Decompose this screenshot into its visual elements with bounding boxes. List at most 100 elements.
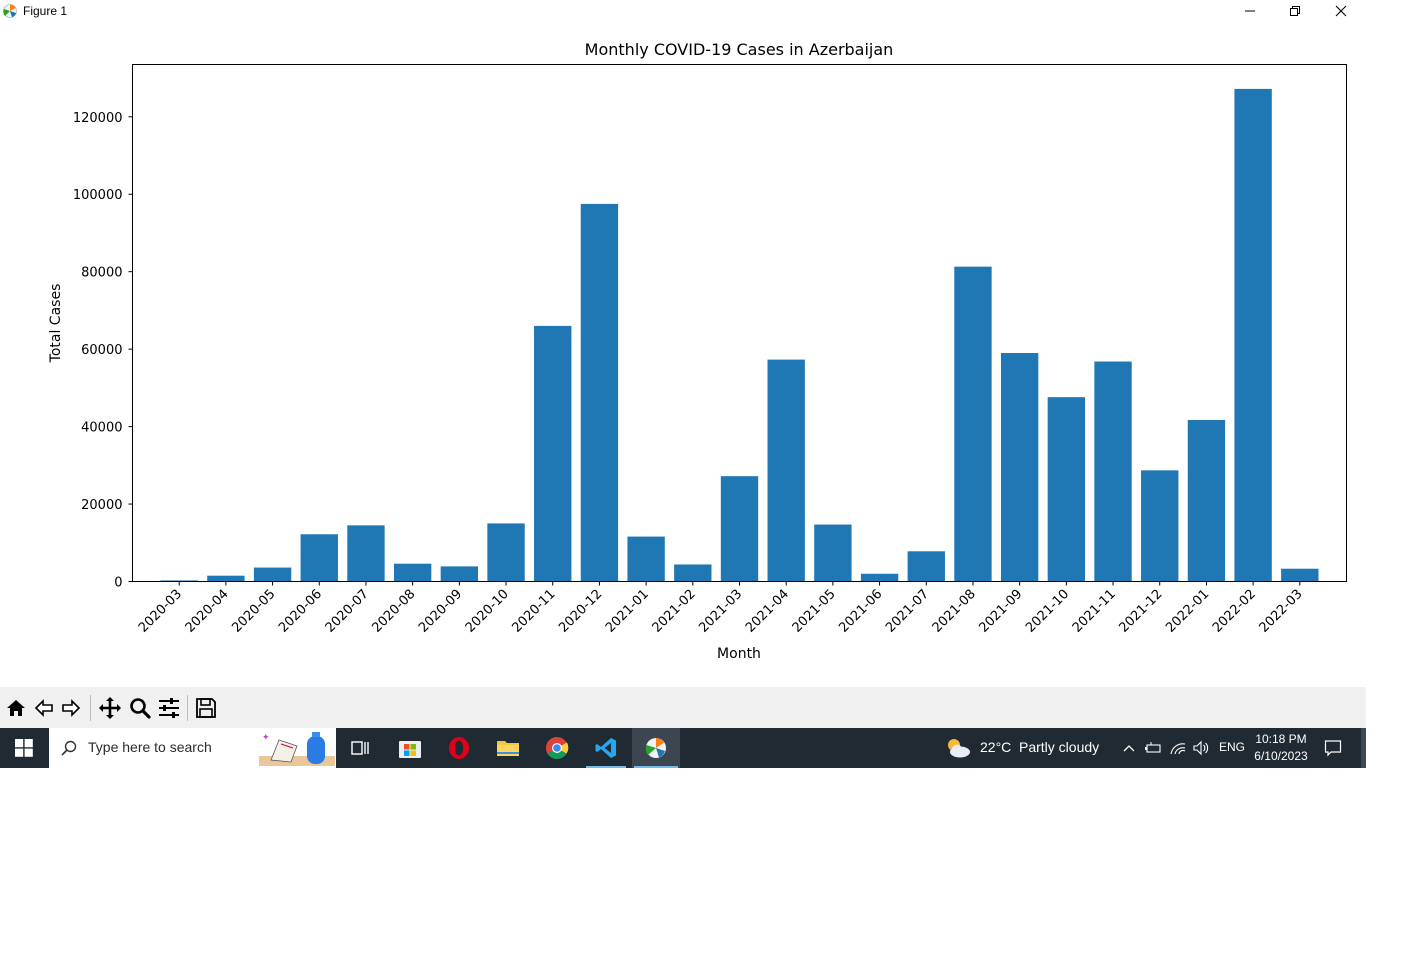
taskbar-microsoft-store[interactable] [388,728,432,768]
start-button[interactable] [0,728,48,768]
bar-2021-07 [907,551,945,582]
matplotlib-icon [645,738,666,758]
x-tick-label: 2022-02 [1210,587,1259,636]
taskbar-file-explorer[interactable] [486,728,530,768]
y-tick-label: 60000 [81,343,122,358]
axes-frame [132,64,1347,582]
zoom-icon [130,698,151,719]
partly-cloudy-icon [948,739,970,758]
show-desktop-button[interactable] [1361,728,1366,768]
pan-icon [99,697,121,719]
task-view-button[interactable] [339,728,381,768]
navigation-toolbar [0,687,1366,728]
bar-2021-02 [674,564,712,582]
y-tick-label: 20000 [81,498,122,513]
y-axis: 0 20000 40000 60000 80000 100000 120000 [73,111,133,591]
bar-2021-05 [814,524,852,582]
back-button[interactable] [32,696,56,720]
bar-2020-06 [300,534,338,582]
y-tick-label: 0 [114,576,122,591]
chart-title: Monthly COVID-19 Cases in Azerbaijan [585,40,894,59]
vscode-icon [595,738,616,758]
toolbar-separator [187,695,188,721]
forward-icon [62,699,81,717]
running-indicator [586,766,626,768]
x-tick-label: 2022-03 [1257,587,1306,636]
bar-series [160,88,1319,582]
opera-icon [449,737,469,759]
bar-2021-12 [1141,470,1179,582]
title-bar: Figure 1 [0,0,1366,24]
svg-text:✦: ✦ [262,733,270,743]
figure-window: Figure 1 Monthly COVID-19 Cases in Azerb… [0,0,1366,728]
y-tick-label: 40000 [81,421,122,436]
pan-button[interactable] [98,696,122,720]
zoom-button[interactable] [128,696,152,720]
x-axis-label: Month [717,646,761,662]
weather-temperature: 22°C [980,739,1012,755]
running-indicator [634,766,678,768]
x-tick-label: 2020-12 [556,587,605,636]
network-tray-button[interactable] [1168,728,1188,768]
show-hidden-icons-button[interactable] [1120,728,1138,768]
battery-icon [1145,742,1161,753]
x-axis: 2020-032020-042020-052020-062020-072020-… [136,581,1306,636]
taskbar-search-box[interactable]: Type here to search ✦ [49,728,336,768]
notifications-button[interactable] [1321,728,1345,768]
window-title: Figure 1 [23,4,68,18]
bar-2021-01 [627,536,665,582]
task-view-icon [351,741,369,755]
bar-2021-06 [860,573,899,582]
bar-2020-10 [487,523,525,582]
x-tick-label: 2020-11 [510,587,559,636]
x-tick-label: 2020-06 [276,587,325,636]
minimize-icon [1245,10,1255,12]
x-tick-label: 2020-05 [229,587,278,636]
windows-logo-icon [15,739,33,757]
search-placeholder: Type here to search [88,739,212,755]
toolbar-separator [90,695,91,721]
clock-time: 10:18 PM [1255,732,1307,746]
taskbar-matplotlib-figure[interactable] [632,728,680,768]
home-button[interactable] [4,696,28,720]
close-icon [1335,5,1347,17]
search-highlight-illustration-icon: ✦ [259,732,335,766]
taskbar-vscode[interactable] [584,728,628,768]
x-tick-label: 2021-10 [1023,587,1072,636]
bar-2020-09 [440,566,479,582]
forward-button[interactable] [59,696,83,720]
taskbar-chrome[interactable] [535,728,579,768]
configure-subplots-button[interactable] [157,696,181,720]
x-tick-label: 2020-08 [369,587,418,636]
save-button[interactable] [194,696,218,720]
chrome-icon [546,737,569,759]
home-icon [7,700,25,716]
taskbar-opera[interactable] [437,728,481,768]
y-tick-label: 100000 [73,188,123,203]
figure-canvas[interactable]: Monthly COVID-19 Cases in Azerbaijan 0 20… [0,24,1366,687]
matplotlib-app-icon [3,4,17,18]
bar-2021-08 [954,266,992,582]
x-tick-label: 2020-09 [416,587,465,636]
x-tick-label: 2020-04 [183,587,232,636]
restore-button[interactable] [1272,0,1318,22]
battery-tray-button[interactable] [1143,728,1163,768]
y-tick-label: 80000 [81,266,122,281]
y-tick-label: 120000 [73,111,123,126]
bar-2020-05 [253,567,292,582]
x-tick-label: 2021-02 [650,587,699,636]
volume-tray-button[interactable] [1191,728,1211,768]
wifi-icon [1170,743,1186,755]
clock-date: 6/10/2023 [1254,749,1308,763]
clock[interactable]: 10:18 PM 6/10/2023 [1250,731,1312,765]
x-tick-label: 2021-06 [836,587,885,636]
bar-2020-11 [534,325,572,582]
minimize-button[interactable] [1227,0,1273,22]
close-button[interactable] [1318,0,1364,22]
language-indicator[interactable]: ENG [1219,740,1246,754]
search-icon [61,740,77,756]
weather-widget[interactable]: 22°C Partly cloudy [944,728,1104,768]
bar-2021-03 [720,476,759,582]
x-tick-label: 2020-10 [463,587,512,636]
speaker-icon [1193,740,1209,756]
